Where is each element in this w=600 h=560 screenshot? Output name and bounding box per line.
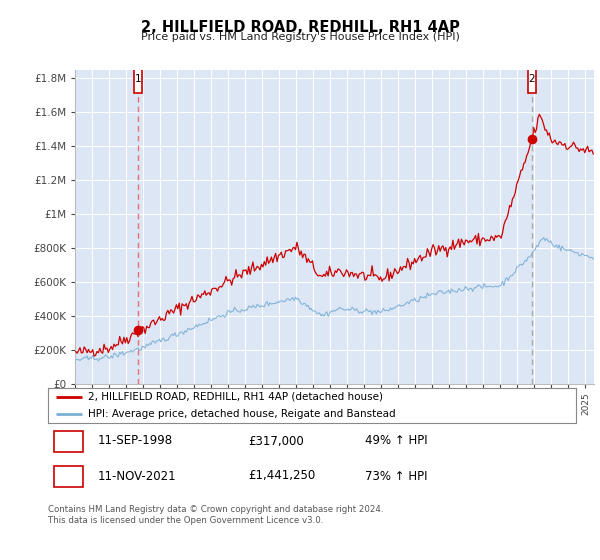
Text: Price paid vs. HM Land Registry's House Price Index (HPI): Price paid vs. HM Land Registry's House …: [140, 32, 460, 42]
Text: 2, HILLFIELD ROAD, REDHILL, RH1 4AP (detached house): 2, HILLFIELD ROAD, REDHILL, RH1 4AP (det…: [88, 392, 383, 402]
Text: 73% ↑ HPI: 73% ↑ HPI: [365, 469, 427, 483]
Text: 2, HILLFIELD ROAD, REDHILL, RH1 4AP: 2, HILLFIELD ROAD, REDHILL, RH1 4AP: [140, 20, 460, 35]
Text: HPI: Average price, detached house, Reigate and Banstead: HPI: Average price, detached house, Reig…: [88, 409, 395, 419]
Text: £317,000: £317,000: [248, 435, 304, 447]
Text: 2: 2: [529, 74, 535, 85]
Text: 11-SEP-1998: 11-SEP-1998: [98, 435, 173, 447]
Text: 1: 1: [134, 74, 141, 85]
Text: 1: 1: [65, 435, 73, 447]
Bar: [55, 465, 83, 487]
Text: £1,441,250: £1,441,250: [248, 469, 316, 483]
Text: 2: 2: [65, 469, 73, 483]
Bar: [527, 66, 536, 93]
Text: Contains HM Land Registry data © Crown copyright and database right 2024.
This d: Contains HM Land Registry data © Crown c…: [48, 505, 383, 525]
Bar: [134, 66, 142, 93]
Text: 49% ↑ HPI: 49% ↑ HPI: [365, 435, 427, 447]
Bar: [55, 431, 83, 451]
Text: 11-NOV-2021: 11-NOV-2021: [98, 469, 177, 483]
